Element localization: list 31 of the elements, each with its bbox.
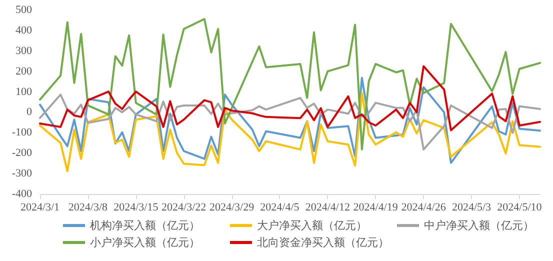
y-tick-label: 200: [16, 65, 32, 78]
legend-label: 机构净买入额（亿元）: [90, 219, 200, 232]
line-series: [39, 18, 541, 150]
y-tick-label: 500: [16, 4, 32, 16]
x-tick-label: 2024/3/29: [209, 202, 255, 214]
x-tick-label: 2024/5/10: [497, 202, 542, 214]
line-series: [39, 65, 541, 132]
x-tick-label: 2024/3/1: [20, 202, 60, 214]
y-tick-label: -300: [12, 168, 32, 180]
y-tick-label: 400: [16, 24, 32, 36]
legend-label: 中户净买入额（亿元）: [424, 219, 534, 232]
x-tick-label: 2024/4/26: [401, 202, 446, 214]
y-tick-label: -200: [12, 147, 32, 160]
x-tick-label: 2024/3/22: [162, 202, 206, 214]
legend-label: 小户净买入额（亿元）: [90, 236, 200, 249]
x-tick-label: 2024/3/8: [68, 202, 108, 214]
y-tick-label: -100: [12, 126, 32, 139]
legend-label: 北向资金净买入额（亿元）: [257, 236, 389, 249]
x-tick-label: 2024/4/12: [305, 202, 350, 214]
x-tick-label: 2024/3/15: [114, 202, 159, 214]
line-series: [39, 92, 541, 172]
x-tick-label: 2024/4/19: [353, 202, 398, 214]
y-tick-label: 300: [16, 44, 32, 57]
y-tick-label: 0: [26, 106, 32, 118]
x-tick-label: 2024/4/5: [260, 202, 300, 214]
line-series: [39, 76, 541, 164]
y-tick-label: -400: [12, 188, 32, 200]
x-tick-label: 2024/5/3: [452, 202, 492, 214]
line-series: [39, 94, 541, 150]
y-tick-label: 100: [16, 86, 32, 98]
legend-label: 大户净买入额（亿元）: [257, 219, 367, 232]
